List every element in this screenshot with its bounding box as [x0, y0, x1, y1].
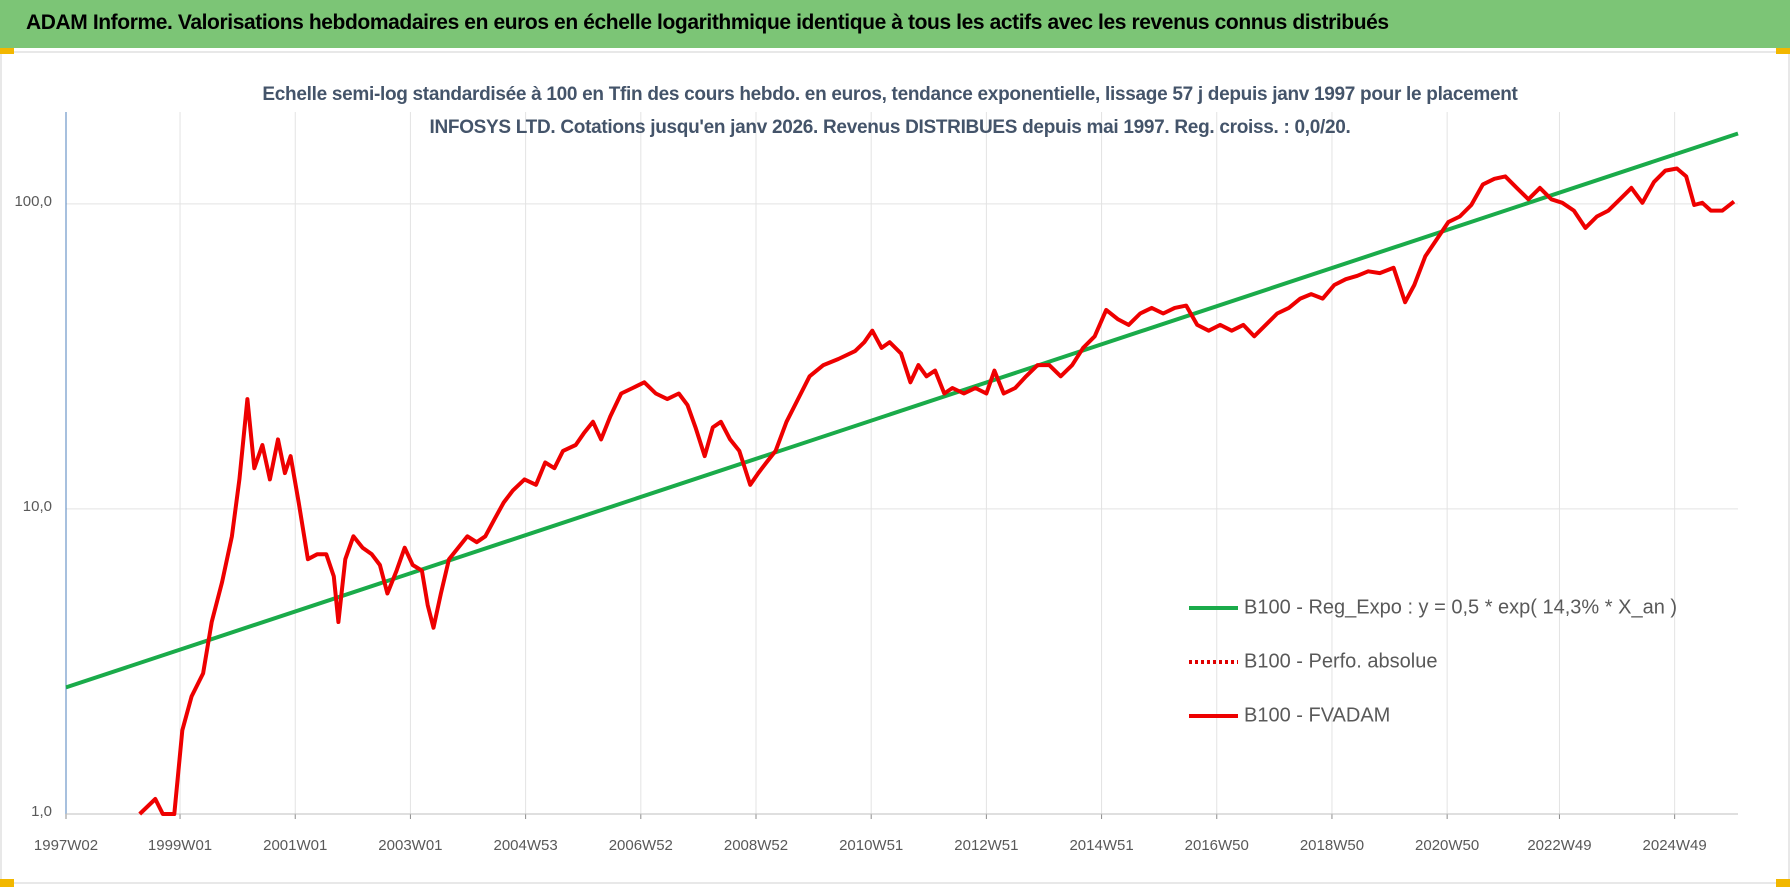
x-tick-label: 2020W50 — [1415, 837, 1479, 854]
header-title: ADAM Informe. Valorisations hebdomadaire… — [26, 11, 1389, 34]
x-tick-label: 1999W01 — [148, 837, 212, 854]
y-tick-label: 100,0 — [14, 193, 52, 210]
corner — [1776, 48, 1790, 54]
x-tick-label: 2016W50 — [1185, 837, 1249, 854]
y-tick-label: 1,0 — [31, 803, 52, 820]
header-bar: ADAM Informe. Valorisations hebdomadaire… — [0, 0, 1790, 48]
x-tick-label: 2003W01 — [378, 837, 442, 854]
x-tick-label: 2022W49 — [1527, 837, 1591, 854]
legend-label: B100 - Perfo. absolue — [1244, 650, 1437, 672]
x-tick-label: 2010W51 — [839, 837, 903, 854]
corner — [0, 48, 14, 54]
series-line — [65, 131, 1739, 690]
chart-frame — [0, 51, 1790, 884]
x-tick-label: 2008W52 — [724, 837, 788, 854]
series-line — [138, 166, 1736, 816]
corner — [0, 879, 14, 887]
x-tick-label: 2014W51 — [1069, 837, 1133, 854]
legend-label: B100 - FVADAM — [1244, 704, 1390, 726]
legend-label: B100 - Reg_Expo : y = 0,5 * exp( 14,3% *… — [1244, 596, 1677, 618]
x-tick-label: 1997W02 — [34, 837, 98, 854]
x-tick-label: 2024W49 — [1643, 837, 1707, 854]
x-tick-label: 2001W01 — [263, 837, 327, 854]
y-tick-label: 10,0 — [23, 498, 52, 515]
x-tick-label: 2018W50 — [1300, 837, 1364, 854]
x-tick-label: 2012W51 — [954, 837, 1018, 854]
x-tick-label: 2006W52 — [609, 837, 673, 854]
x-tick-label: 2004W53 — [494, 837, 558, 854]
corner — [1776, 879, 1790, 887]
chart-subtitle: Echelle semi-log standardisée à 100 en T… — [262, 84, 1518, 138]
